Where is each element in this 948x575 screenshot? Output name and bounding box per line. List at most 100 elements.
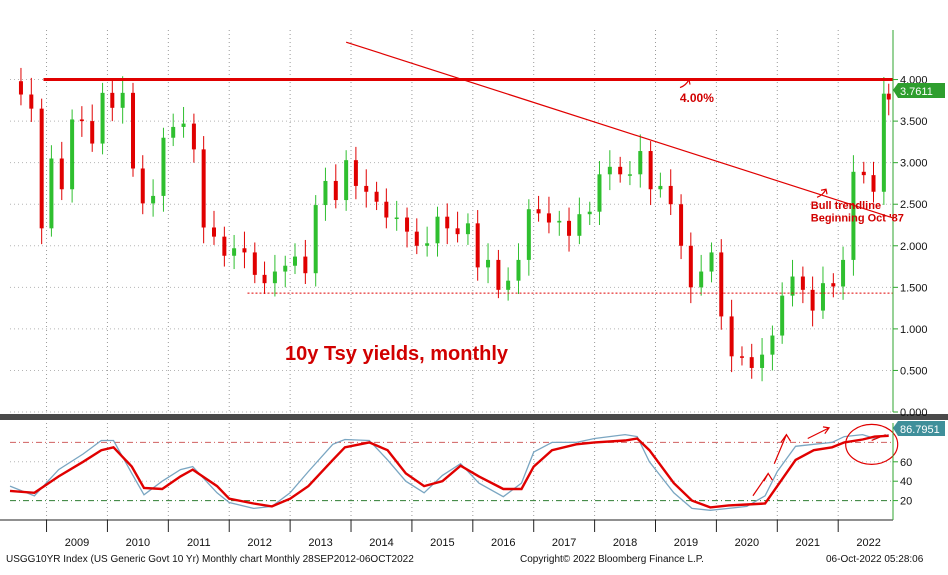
x-tick-label: 2018 [613, 537, 637, 549]
candle-body [445, 216, 450, 229]
annotation-4pct: 4.00% [680, 91, 714, 105]
candle-body [313, 205, 318, 274]
candle-body [587, 211, 592, 215]
candle-body [577, 214, 582, 236]
candle-body [770, 335, 775, 355]
x-tick-label: 2011 [187, 537, 211, 549]
x-tick-label: 2021 [796, 537, 820, 549]
candle-body [353, 160, 358, 186]
candle-body [191, 123, 196, 150]
trendline-arrow [816, 188, 828, 198]
x-tick-label: 2016 [491, 537, 515, 549]
candle-body [323, 180, 328, 206]
y-tick-label: 1.000 [900, 324, 928, 336]
annotation-beginning-oct87: Beginning Oct '87 [811, 213, 904, 225]
candle-body [881, 93, 886, 192]
candle-body [283, 265, 288, 272]
candle-body [181, 123, 186, 127]
oscillator-plot-area [10, 423, 893, 519]
candle-body [668, 185, 673, 205]
y-tick-label: 2.500 [900, 199, 928, 211]
candle-body [749, 357, 754, 368]
candle-body [536, 209, 541, 214]
candle-body [262, 274, 267, 284]
candle-body [546, 213, 551, 223]
x-tick-label: 2012 [247, 537, 271, 549]
last-yield-tag: 3.7611 [893, 83, 945, 98]
candle-body [303, 256, 308, 274]
candle-body [161, 137, 166, 196]
candle-body [699, 271, 704, 288]
osc-tick-label: 60 [900, 457, 912, 469]
candle-body [618, 166, 623, 175]
x-tick-label: 2020 [735, 537, 759, 549]
candle-body [496, 259, 501, 290]
candle-body [820, 283, 825, 311]
candle-body [810, 289, 815, 311]
y-tick-label: 3.000 [900, 158, 928, 170]
candle-body [729, 316, 734, 357]
osc-arrow [752, 472, 773, 497]
y-tick-label: 0.000 [900, 407, 928, 419]
candle-body [861, 171, 866, 176]
candle-body [871, 175, 876, 192]
candle-body [212, 227, 217, 237]
candle-body [486, 259, 491, 268]
candle-body [851, 171, 856, 260]
candle-body [638, 151, 643, 175]
candle-body [790, 276, 795, 296]
y-tick-label: 1.500 [900, 282, 928, 294]
candle-body [70, 119, 75, 190]
osc-arrow [807, 426, 831, 440]
candle-body [465, 223, 470, 235]
osc-arrow [773, 433, 792, 464]
candle-body [627, 174, 632, 176]
candle-body [171, 126, 176, 138]
candle-body [688, 245, 693, 288]
candle-body [760, 354, 765, 368]
candle-body [18, 81, 23, 95]
candle-body [110, 92, 115, 108]
candle-body [344, 160, 349, 201]
x-tick-label: 2019 [674, 537, 698, 549]
candle-body [201, 149, 206, 228]
y-tick-label: 0.500 [900, 365, 928, 377]
candle-body [831, 283, 836, 287]
candle-body [567, 220, 572, 236]
osc-arrow [871, 434, 886, 442]
candle-body [648, 151, 653, 190]
candle-body [709, 252, 714, 272]
candle-body [475, 223, 480, 268]
panel-separator [0, 414, 948, 420]
candle-body [658, 185, 663, 190]
annotation-bull-trendline: Bull trendline [811, 200, 881, 212]
candle-body [516, 259, 521, 281]
candle-body [455, 228, 460, 235]
candle-body [90, 121, 95, 144]
bull-trendline [345, 41, 895, 219]
candle-body [59, 158, 64, 190]
candle-body [292, 256, 297, 266]
footer-timestamp: 06-Oct-2022 05:28:06 [826, 554, 924, 565]
candle-body [29, 94, 34, 109]
candle-body [131, 92, 136, 169]
candle-body [526, 209, 531, 260]
last-oscillator-tag: 86.7951 [893, 421, 945, 436]
x-tick-label: 2013 [308, 537, 332, 549]
candle-body [120, 92, 125, 108]
candle-body [425, 243, 430, 246]
osc-highlight-circle [845, 423, 899, 465]
candle-body [100, 92, 105, 144]
last-yield-value: 3.7611 [900, 86, 933, 98]
candle-body [506, 280, 511, 290]
candle-body [333, 180, 338, 201]
candle-body [739, 356, 744, 358]
y-tick-label: 3.500 [900, 116, 928, 128]
candle-body [39, 108, 44, 229]
x-tick-label: 2015 [430, 537, 454, 549]
osc-tick-label: 40 [900, 476, 912, 488]
candle-body [414, 231, 419, 246]
resistance-arrow [679, 78, 691, 89]
